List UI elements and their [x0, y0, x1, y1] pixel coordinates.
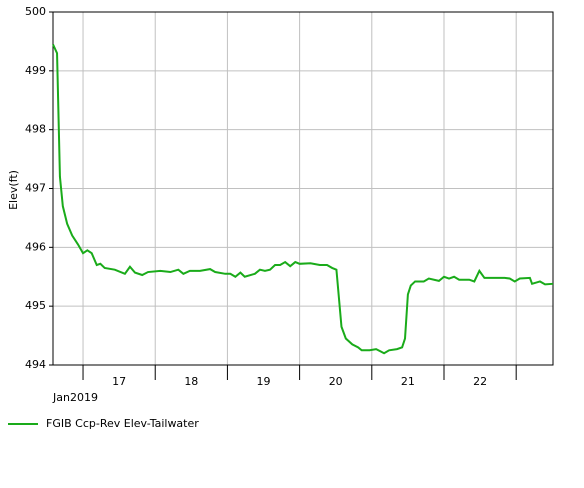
x-tick-label: 17 [112, 375, 126, 388]
y-tick-label: 494 [25, 358, 46, 371]
plot-frame [52, 11, 554, 366]
x-tick-label: 19 [257, 375, 271, 388]
x-tick-label: 22 [473, 375, 487, 388]
x-axis-sublabel: Jan2019 [52, 391, 98, 404]
y-tick-label: 497 [25, 182, 46, 195]
y-tick-label: 496 [25, 240, 46, 253]
x-tick-label: 20 [329, 375, 343, 388]
y-tick-label: 498 [25, 123, 46, 136]
x-tick-label: 21 [401, 375, 415, 388]
data-line [52, 43, 554, 355]
legend-label: FGIB Ccp-Rev Elev-Tailwater [46, 417, 199, 430]
y-axis-label: Elev(ft) [7, 170, 20, 210]
y-tick-label: 495 [25, 299, 46, 312]
y-tick-label: 500 [25, 5, 46, 18]
y-tick-label: 499 [25, 64, 46, 77]
x-tick-label: 18 [184, 375, 198, 388]
